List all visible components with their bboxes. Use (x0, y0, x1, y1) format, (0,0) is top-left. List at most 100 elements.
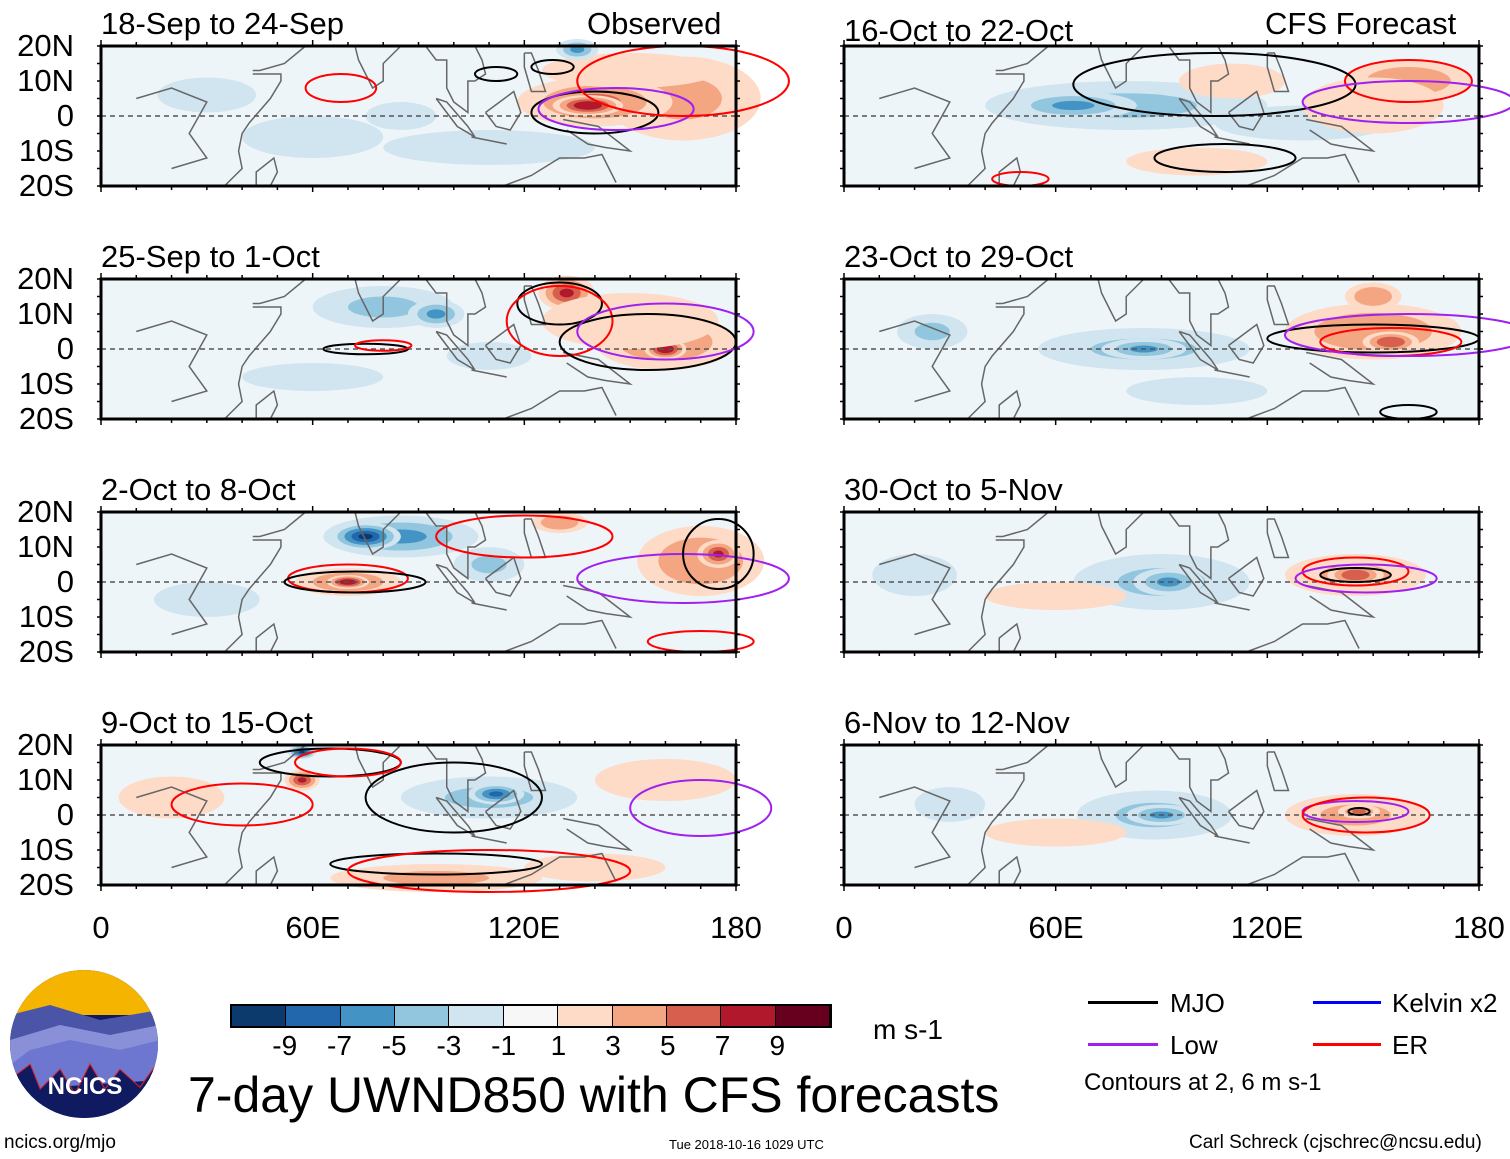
y-tick-label: 0 (56, 564, 74, 599)
coastline (523, 52, 547, 93)
x-tick-label: 120E (487, 910, 561, 945)
coastline (1227, 789, 1265, 830)
coastline (879, 320, 952, 403)
contour-note: Contours at 2, 6 m s-1 (1084, 1069, 1322, 1096)
coastline (1167, 744, 1230, 813)
anomaly-blob (1302, 77, 1444, 134)
coastline (252, 278, 307, 305)
coastline (995, 45, 1050, 72)
coastline (1305, 118, 1376, 153)
colorbar-label: -9 (272, 1030, 298, 1061)
coastline (252, 744, 307, 771)
y-tick-label: 10N (17, 529, 74, 564)
anomaly-blob (446, 342, 532, 370)
anomaly-blob (1126, 377, 1268, 405)
y-tick-label: 20S (18, 401, 74, 436)
anomaly-blob (242, 116, 384, 158)
map-panel-6 (840, 273, 1510, 425)
mjo-contour (1319, 567, 1392, 583)
x-tick-label: 60E (285, 910, 341, 945)
coastline (1214, 136, 1250, 145)
coastline (1266, 751, 1290, 792)
y-tick-label: 20N (17, 28, 74, 63)
coastline (255, 156, 279, 187)
coastline (879, 786, 952, 869)
coastline (502, 619, 617, 653)
x-tick-label: 60E (1028, 910, 1084, 945)
anomaly-blob (570, 46, 585, 53)
coastline (998, 622, 1022, 653)
colorbar-label: -7 (327, 1030, 352, 1061)
anomaly-blob (1052, 100, 1095, 111)
coastline (1178, 563, 1219, 604)
coastline (1266, 52, 1290, 93)
colorbar-swatch (286, 1006, 341, 1026)
coastline (1097, 278, 1145, 323)
coastline (1227, 323, 1265, 364)
colorbar-swatch (449, 1006, 504, 1026)
colorbar (230, 1004, 832, 1028)
anomaly-blob (383, 130, 595, 165)
colorbar-swatch (340, 1006, 396, 1026)
legend-mjo-line (1088, 1001, 1158, 1004)
anomaly-blob (1348, 572, 1363, 578)
anomaly-blob (586, 61, 675, 80)
low-contour (576, 302, 755, 361)
anomaly-blob (299, 750, 305, 754)
coastline (223, 772, 282, 886)
coastline (424, 45, 487, 114)
low-contour (1284, 313, 1510, 357)
anomaly-blob (1161, 154, 1233, 169)
coastline (471, 136, 507, 145)
coastline (502, 153, 617, 187)
er-contour (354, 339, 413, 352)
panel-title: 9-Oct to 15-Oct (101, 705, 313, 740)
coastline (966, 539, 1025, 653)
colorbar-label: -3 (436, 1030, 462, 1061)
coastline (136, 320, 209, 403)
colorbar-label: 9 (769, 1030, 786, 1061)
coastline (966, 306, 1025, 420)
y-tick-label: 20N (17, 727, 74, 762)
colorbar-swatch (503, 1006, 559, 1026)
colorbar-swatch (558, 1006, 613, 1026)
coastline (562, 118, 633, 153)
colorbar-swatch (232, 1006, 287, 1026)
colorbar-label: -5 (381, 1030, 407, 1061)
coastline (136, 87, 209, 170)
legend-er: ER (1392, 1030, 1429, 1060)
coastline (1266, 518, 1290, 559)
y-tick-label: 20S (18, 867, 74, 902)
coastline (255, 855, 279, 886)
anomaly-blob (358, 533, 373, 540)
y-tick-label: 20N (17, 494, 74, 529)
map-panel-5 (840, 40, 1510, 192)
observed-header: Observed (587, 6, 722, 41)
panel-title: 30-Oct to 5-Nov (844, 472, 1063, 507)
coastline (223, 306, 282, 420)
coastline (484, 789, 522, 830)
mjo-contour (283, 570, 427, 594)
coastline (1167, 278, 1230, 347)
coastline (484, 556, 522, 597)
y-tick-label: 10N (17, 63, 74, 98)
panel-title: 25-Sep to 1-Oct (101, 239, 320, 274)
coastline (471, 602, 507, 611)
coastline (1178, 330, 1219, 371)
y-tick-label: 10S (18, 366, 74, 401)
anomaly-blob (1179, 63, 1285, 99)
panel-title: 6-Nov to 12-Nov (844, 705, 1070, 740)
coastline (998, 855, 1022, 886)
er-contour (304, 73, 378, 103)
coastline (354, 45, 402, 90)
x-tick-label: 120E (1230, 910, 1304, 945)
mjo-contour (329, 852, 543, 876)
anomaly-blob (550, 519, 570, 526)
coastline (966, 73, 1025, 187)
legend-er-line (1313, 1043, 1381, 1046)
colorbar-label: 7 (714, 1030, 731, 1061)
coastline (435, 97, 476, 138)
anomaly-blob (297, 777, 307, 783)
y-tick-label: 20S (18, 168, 74, 203)
coastline (223, 539, 282, 653)
